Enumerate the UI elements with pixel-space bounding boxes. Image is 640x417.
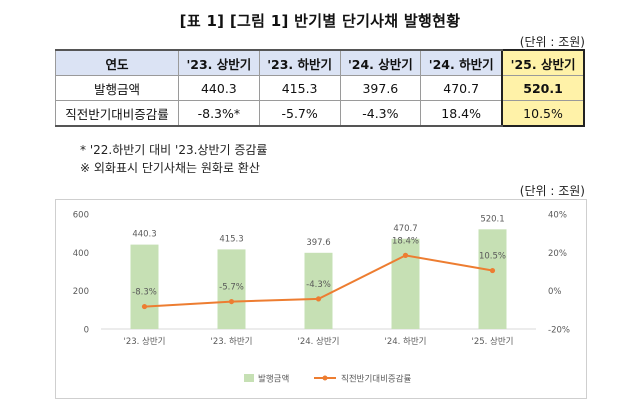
- table-cell: -8.3%*: [178, 100, 260, 127]
- bar-value-label: 415.3: [219, 234, 243, 244]
- bar: [391, 238, 420, 329]
- table-row: 발행금액 440.3 415.3 397.6 470.7 520.1: [55, 75, 585, 101]
- rate-point: [402, 252, 409, 258]
- table-cell: 440.3: [178, 75, 260, 101]
- bar: [217, 249, 246, 329]
- y-left-tick-label: 200: [73, 287, 89, 297]
- x-tick-label: '24. 하반기: [384, 336, 426, 347]
- x-tick-label: '25. 상반기: [471, 336, 513, 347]
- bar-value-label: 440.3: [132, 230, 156, 240]
- issuance-chart: 0 200 400 600 -20% 0% 20% 40% 440.3 415.3 397.6 470…: [73, 211, 570, 385]
- bar-value-label: 397.6: [306, 238, 330, 248]
- footnote: ※ 외화표시 단기사채는 원화로 환산: [80, 161, 260, 175]
- chart-unit-label: (단위 : 조원): [519, 184, 585, 198]
- table-cell: -5.7%: [258, 100, 341, 127]
- y-left-tick-label: 0: [84, 326, 89, 336]
- y-left-tick-label: 400: [73, 249, 89, 259]
- y-right-tick-label: -20%: [548, 326, 570, 336]
- legend-line-label: 직전반기대비증감률: [341, 374, 412, 385]
- footnote: * '22.하반기 대비 '23.상반기 증감률: [80, 143, 268, 157]
- col-header: '23. 하반기: [258, 49, 341, 76]
- col-header: '23. 상반기: [178, 49, 260, 76]
- table-cell: 415.3: [258, 75, 341, 101]
- rate-point: [489, 267, 496, 274]
- y-right-tick-label: 40%: [548, 211, 567, 221]
- y-left-tick-label: 600: [73, 211, 89, 221]
- bar: [478, 229, 507, 329]
- row-label: 직전반기대비증감률: [55, 100, 179, 127]
- bar-value-label: 520.1: [480, 214, 504, 224]
- rate-point: [228, 298, 235, 305]
- bar-value-label: 470.7: [393, 224, 417, 234]
- row-label: 발행금액: [55, 75, 179, 101]
- rate-value-label: -5.7%: [219, 283, 244, 293]
- rate-value-label: -4.3%: [306, 280, 331, 290]
- legend-line-marker: [322, 375, 328, 381]
- table-cell: 470.7: [420, 75, 503, 101]
- table-cell: -4.3%: [339, 100, 422, 127]
- legend-bar-swatch: [244, 374, 254, 382]
- table-unit-label: (단위 : 조원): [519, 35, 585, 49]
- issuance-table: 연도 '23. 상반기 '23. 하반기 '24. 상반기 '24. 하반기 '…: [55, 49, 585, 127]
- bar: [130, 244, 159, 329]
- rate-value-label: 18.4%: [392, 236, 419, 246]
- rate-point: [141, 303, 148, 310]
- table-cell: 18.4%: [420, 100, 503, 127]
- chart-container: 0 200 400 600 -20% 0% 20% 40% 440.3 415.3 397.6 470…: [55, 199, 587, 399]
- rate-value-label: 10.5%: [479, 252, 506, 262]
- col-header: '24. 상반기: [339, 49, 422, 76]
- x-tick-label: '23. 상반기: [123, 336, 165, 347]
- y-right-tick-label: 0%: [548, 287, 562, 297]
- rate-point: [315, 296, 322, 302]
- table-cell-highlight: 10.5%: [501, 100, 585, 127]
- x-tick-label: '24. 상반기: [297, 336, 339, 347]
- x-tick-label: '23. 하반기: [210, 336, 252, 347]
- table-corner-header: 연도: [55, 49, 179, 76]
- table-cell-highlight: 520.1: [501, 75, 585, 101]
- bar: [304, 252, 333, 329]
- table-cell: 397.6: [339, 75, 422, 101]
- legend-bar-label: 발행금액: [258, 374, 289, 385]
- page-title: [표 1] [그림 1] 반기별 단기사채 발행현황: [179, 12, 461, 30]
- table-row: 직전반기대비증감률 -8.3%* -5.7% -4.3% 18.4% 10.5%: [55, 100, 585, 127]
- y-right-tick-label: 20%: [548, 249, 567, 259]
- col-header: '24. 하반기: [420, 49, 503, 76]
- col-header-highlight: '25. 상반기: [501, 49, 585, 76]
- rate-value-label: -8.3%: [132, 288, 157, 298]
